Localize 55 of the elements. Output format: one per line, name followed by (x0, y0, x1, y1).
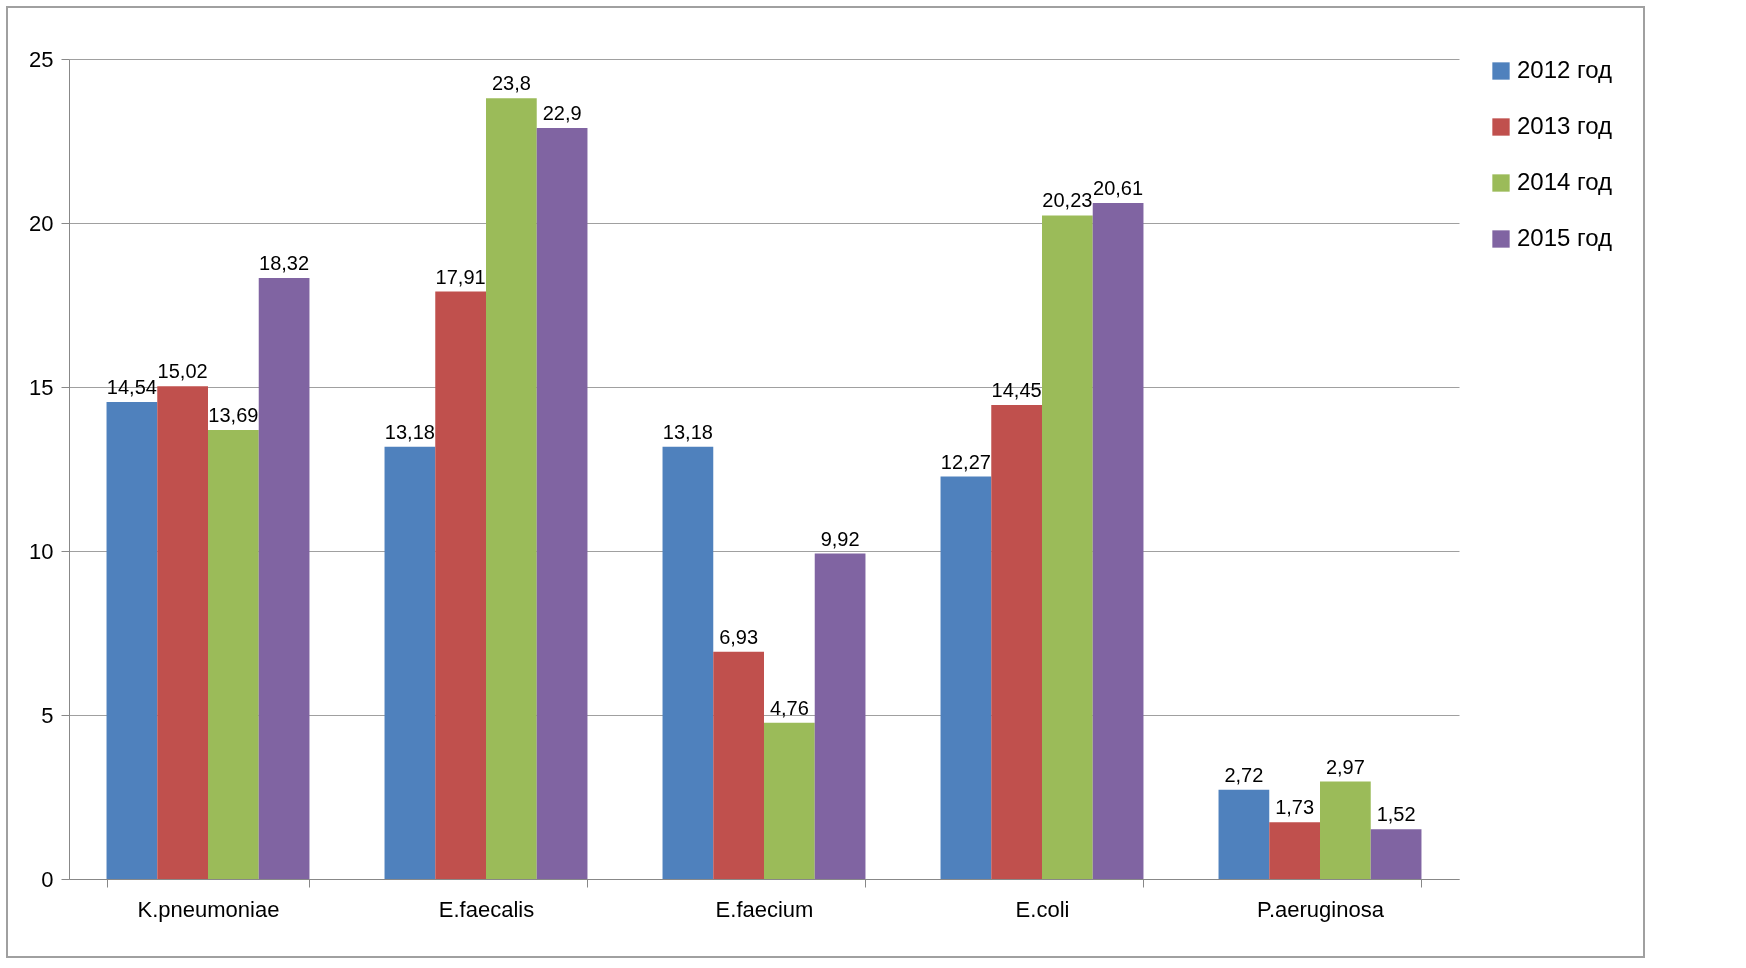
x-tick-label: E.coli (1015, 896, 1070, 922)
bar (486, 98, 537, 879)
data-label: 2,97 (1325, 755, 1365, 778)
bar (435, 291, 486, 879)
legend-label: 2013 год (1517, 112, 1613, 139)
data-label: 14,45 (991, 379, 1042, 402)
bar (1370, 829, 1422, 879)
legend-label: 2015 год (1517, 224, 1613, 251)
bar (713, 651, 764, 879)
data-label: 13,18 (662, 420, 713, 443)
data-label: 2,72 (1224, 763, 1264, 786)
data-label: 18,32 (259, 252, 310, 275)
data-label: 12,27 (940, 450, 991, 473)
data-label: 22,9 (542, 101, 582, 124)
bar (208, 429, 259, 879)
bar (536, 127, 588, 879)
bar (157, 386, 208, 879)
x-tick-label: P.aeruginosa (1257, 896, 1385, 922)
data-label: 1,52 (1376, 803, 1416, 826)
bar (258, 278, 310, 879)
data-label: 20,23 (1042, 189, 1093, 212)
bar (1042, 215, 1093, 879)
data-label: 1,73 (1275, 796, 1315, 819)
bar (662, 446, 714, 879)
y-tick-label: 10 (29, 538, 54, 564)
x-tick-label: E.faecium (715, 896, 814, 922)
y-tick-label: 0 (41, 866, 54, 892)
y-tick-label: 20 (29, 210, 54, 236)
legend-label: 2014 год (1517, 168, 1613, 195)
data-label: 23,8 (491, 72, 531, 95)
bar (991, 405, 1042, 879)
bar (106, 402, 158, 879)
data-label: 15,02 (157, 360, 208, 383)
data-label: 13,18 (384, 420, 435, 443)
x-tick-label: E.faecalis (438, 896, 535, 922)
y-tick-label: 5 (41, 702, 54, 728)
bar (1218, 789, 1270, 879)
legend-label: 2012 год (1517, 56, 1613, 83)
data-label: 14,54 (106, 376, 157, 399)
data-label: 9,92 (820, 527, 860, 550)
data-label: 4,76 (769, 696, 809, 719)
bar (814, 553, 866, 879)
data-label: 17,91 (435, 265, 486, 288)
y-tick-label: 25 (29, 46, 54, 72)
bar (384, 446, 436, 879)
bar (764, 722, 815, 879)
data-label: 13,69 (208, 403, 259, 426)
data-label: 6,93 (719, 625, 759, 648)
bar (1320, 781, 1371, 879)
bar (1092, 202, 1144, 879)
bar (1269, 822, 1320, 879)
data-label: 20,61 (1093, 176, 1144, 199)
bar (940, 476, 992, 879)
x-tick-label: K.pneumoniae (137, 896, 280, 922)
y-tick-label: 15 (29, 374, 54, 400)
